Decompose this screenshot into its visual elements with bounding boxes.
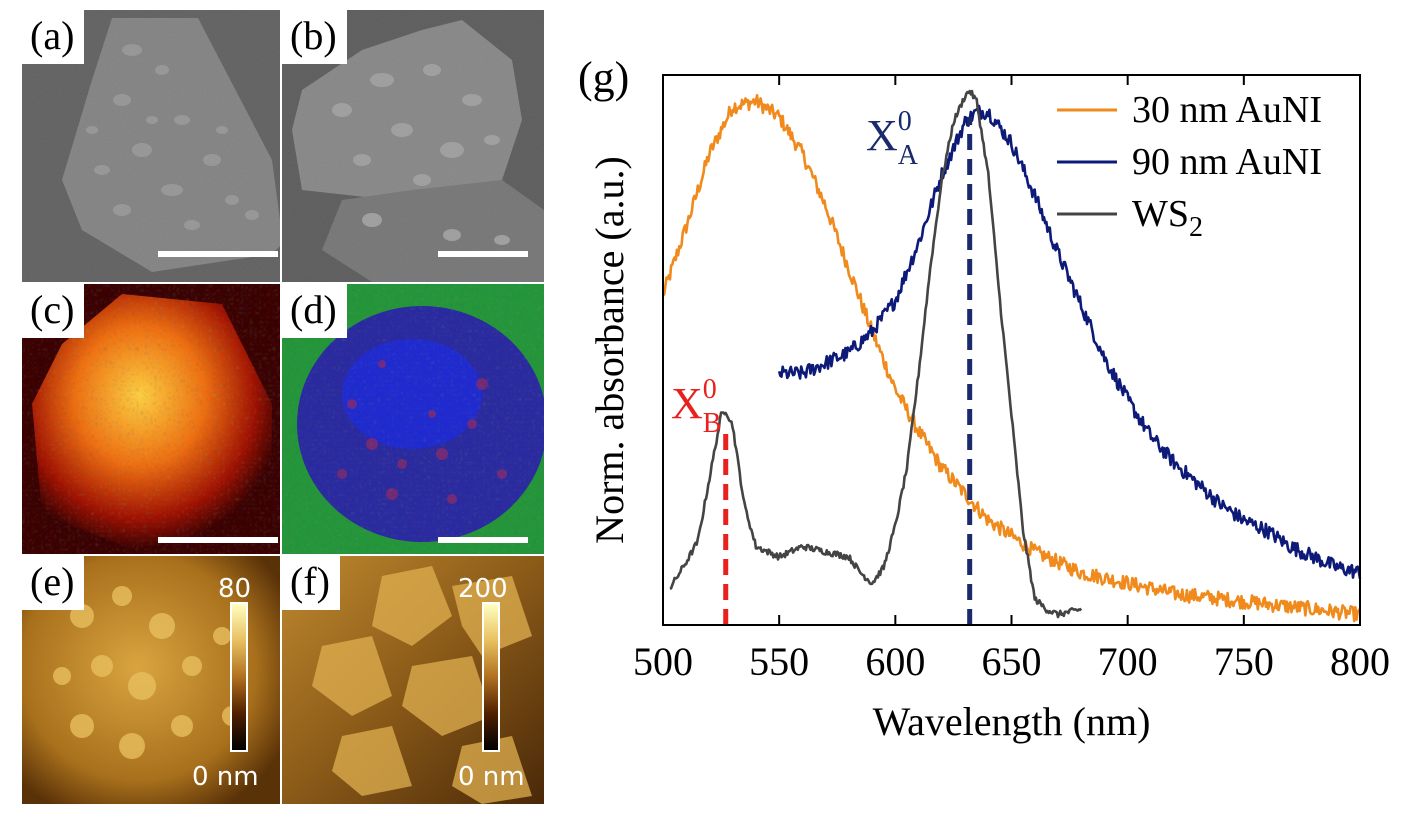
scale-bar: [438, 537, 528, 543]
scale-bar: [158, 251, 278, 257]
scale-bar: [158, 537, 278, 543]
legend-entry: 30 nm AuNI: [1132, 89, 1322, 131]
panel-label-c: (c): [22, 284, 85, 338]
x-axis-label: Wavelength (nm): [873, 699, 1151, 744]
afm-image-f: [282, 556, 544, 804]
x-tick-label: 600: [865, 639, 925, 684]
panel-label-f: (f): [282, 556, 340, 610]
x-tick-label: 650: [982, 639, 1042, 684]
color-scale-max: 80: [218, 574, 252, 604]
x-tick-label: 750: [1214, 639, 1274, 684]
panel-a-sem-image: (a): [22, 10, 280, 282]
series-line-1: [777, 104, 1362, 579]
color-scale-max: 200: [458, 574, 508, 604]
legend-entry: WS2: [1132, 193, 1203, 243]
panel-label-e: (e): [22, 556, 85, 610]
x-tick-label: 500: [633, 639, 693, 684]
series-line-0: [661, 94, 1361, 623]
panel-label-b: (b): [282, 10, 347, 64]
panel-b-sem-image: (b): [282, 10, 544, 282]
panel-d-edx-map: (d): [282, 284, 544, 554]
sem-image-a: [22, 10, 280, 282]
color-scale-bar: [230, 602, 248, 752]
legend-entry: 90 nm AuNI: [1132, 141, 1322, 183]
color-scale-min: 0 nm: [192, 762, 259, 792]
y-axis-label: Norm. absorbance (a.u.): [587, 156, 632, 544]
series-line-2: [669, 89, 1083, 619]
color-scale-bar: [482, 602, 500, 752]
panel-label-g: (g): [578, 53, 629, 102]
x-tick-label: 550: [749, 639, 809, 684]
scale-bar: [438, 251, 528, 257]
panel-f-afm-image: 200 0 nm (f): [282, 556, 544, 804]
edx-map-c: [22, 284, 280, 554]
x-tick-label: 800: [1330, 639, 1390, 684]
panel-e-afm-image: 80 0 nm (e): [22, 556, 280, 804]
absorbance-chart: 500 550 600 650 700 750 800 Wavelength (nm) Norm…: [578, 53, 1390, 744]
panel-label-a: (a): [22, 10, 85, 64]
x-tick-label: 700: [1098, 639, 1158, 684]
panel-label-d: (d): [282, 284, 347, 338]
color-scale-min: 0 nm: [458, 762, 525, 792]
exciton-label-A: X0 A: [866, 106, 919, 171]
exciton-label-B: X0 B: [671, 374, 721, 439]
panel-c-edx-map: (c): [22, 284, 280, 554]
